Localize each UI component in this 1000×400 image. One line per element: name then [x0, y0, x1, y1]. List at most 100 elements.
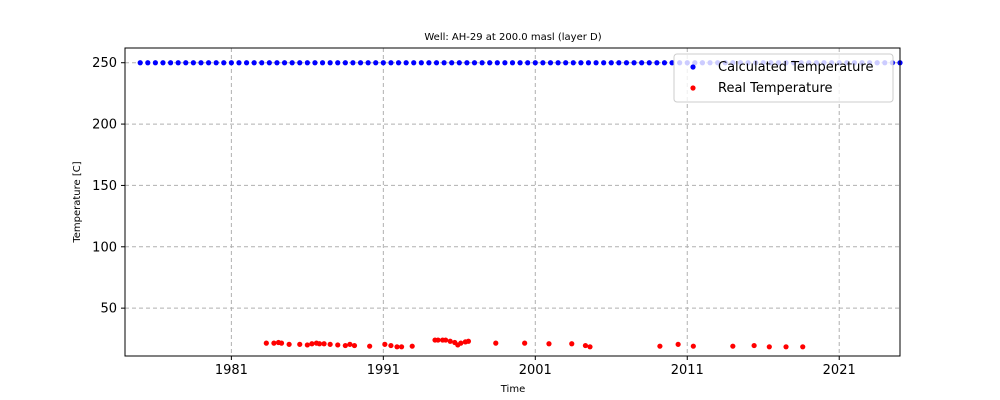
calculated-temperature-point [388, 60, 394, 66]
real-temperature-point [465, 338, 472, 344]
x-tick-label: 1991 [367, 363, 400, 378]
real-temperature-point [569, 341, 575, 347]
real-temperature-point [690, 343, 696, 349]
x-tick-label: 1981 [215, 363, 248, 378]
calculated-temperature-point [479, 60, 485, 66]
calculated-temperature-point [616, 60, 622, 66]
calculated-temperature-point [213, 60, 219, 66]
real-temperature-point [435, 337, 441, 343]
calculated-temperature-point [639, 60, 645, 66]
real-temperature-point [309, 341, 315, 347]
x-axis: 1981 1991 2001 2011 2021 [215, 356, 856, 378]
calculated-temperature-point [517, 60, 523, 66]
calculated-temperature-point [646, 60, 652, 66]
calculated-temperature-point [471, 60, 478, 66]
real-temperature-point [321, 341, 327, 347]
calculated-temperature-point [152, 60, 158, 66]
x-axis-label: Time [500, 384, 525, 395]
calculated-temperature-point [570, 60, 576, 66]
calculated-temperature-point [350, 60, 356, 66]
calculated-temperature-point [547, 60, 554, 66]
calculated-temperature-point [585, 60, 592, 66]
calculated-temperature-point [502, 60, 508, 66]
calculated-temperature-point [487, 60, 493, 66]
plot-frame [124, 47, 901, 357]
calculated-temperature-point [525, 60, 531, 66]
legend-marker-calculated [690, 64, 696, 70]
calculated-temperature-point [449, 60, 455, 66]
calculated-temperature-point [266, 60, 272, 66]
calculated-temperature-point [540, 60, 546, 66]
calculated-temperature-point [661, 60, 668, 66]
calculated-temperature-point [373, 60, 379, 66]
calculated-temperature-point [251, 60, 257, 66]
calculated-temperature-point [236, 60, 242, 66]
calculated-temperature-point [221, 60, 227, 66]
y-tick-label: 50 [100, 302, 117, 317]
real-temperature-point [409, 343, 415, 349]
calculated-temperature-point [228, 60, 234, 66]
real-temperature-point [297, 341, 303, 347]
real-temperature-point [443, 337, 449, 343]
calculated-temperature-point [456, 60, 462, 66]
calculated-temperature-point [563, 60, 569, 66]
calculated-temperature-point [297, 60, 303, 66]
calculated-temperature-point [433, 60, 440, 66]
real-temperature-point [335, 342, 341, 348]
calculated-temperature-point [464, 60, 470, 66]
real-temperature-point [278, 340, 285, 346]
real-temperature-point [271, 340, 277, 346]
calculated-temperature-point [631, 60, 637, 66]
real-temperature-point [327, 341, 333, 347]
calculated-temperature-point [418, 60, 424, 66]
calculated-temperature-point [601, 60, 607, 66]
calculated-temperature-point [281, 60, 288, 66]
calculated-temperature-point [623, 60, 630, 66]
calculated-temperature-point [167, 60, 174, 66]
real-temperature-point [447, 338, 453, 344]
calculated-temperature-point [259, 60, 265, 66]
real-temperature-point [522, 340, 528, 346]
real-temperature-point [351, 342, 358, 349]
y-tick-label: 100 [92, 240, 117, 255]
real-temperature-point [582, 342, 589, 349]
real-temperature-series [263, 337, 806, 350]
calculated-temperature-point [183, 60, 189, 66]
calculated-temperature-point [403, 60, 409, 66]
y-tick-label: 200 [92, 118, 117, 133]
y-axis: 50 100 150 200 250 [92, 56, 125, 317]
real-temperature-point [316, 341, 323, 347]
calculated-temperature-point [160, 60, 166, 66]
calculated-temperature-point [509, 60, 516, 66]
calculated-temperature-point [335, 60, 341, 66]
real-temperature-point [394, 344, 400, 350]
calculated-temperature-point [654, 60, 660, 66]
real-temperature-point [347, 341, 353, 347]
real-temperature-point [342, 342, 348, 349]
x-tick-label: 2001 [519, 363, 552, 378]
real-temperature-point [783, 344, 789, 350]
calculated-temperature-point [312, 60, 318, 66]
legend-label-real: Real Temperature [718, 81, 833, 96]
calculated-temperature-point [342, 60, 348, 66]
calculated-temperature-point [608, 60, 614, 66]
real-temperature-point [493, 340, 499, 346]
calculated-temperature-point [175, 60, 181, 66]
chart-title: Well: AH-29 at 200.0 masl (layer D) [424, 32, 601, 43]
real-temperature-point [382, 341, 388, 347]
real-temperature-point [367, 343, 373, 349]
calculated-temperature-point [145, 60, 151, 66]
real-temperature-point [657, 343, 663, 349]
legend-label-calculated: Calculated Temperature [718, 60, 873, 75]
real-temperature-point [304, 342, 310, 348]
x-tick-label: 2011 [671, 363, 704, 378]
calculated-temperature-point [426, 60, 432, 66]
real-temperature-point [286, 341, 292, 347]
calculated-temperature-point [243, 60, 250, 66]
y-tick-label: 150 [92, 179, 117, 194]
real-temperature-point [398, 344, 405, 350]
calculated-temperature-point [274, 60, 280, 66]
real-temperature-point [730, 343, 736, 349]
legend-box [673, 53, 894, 103]
